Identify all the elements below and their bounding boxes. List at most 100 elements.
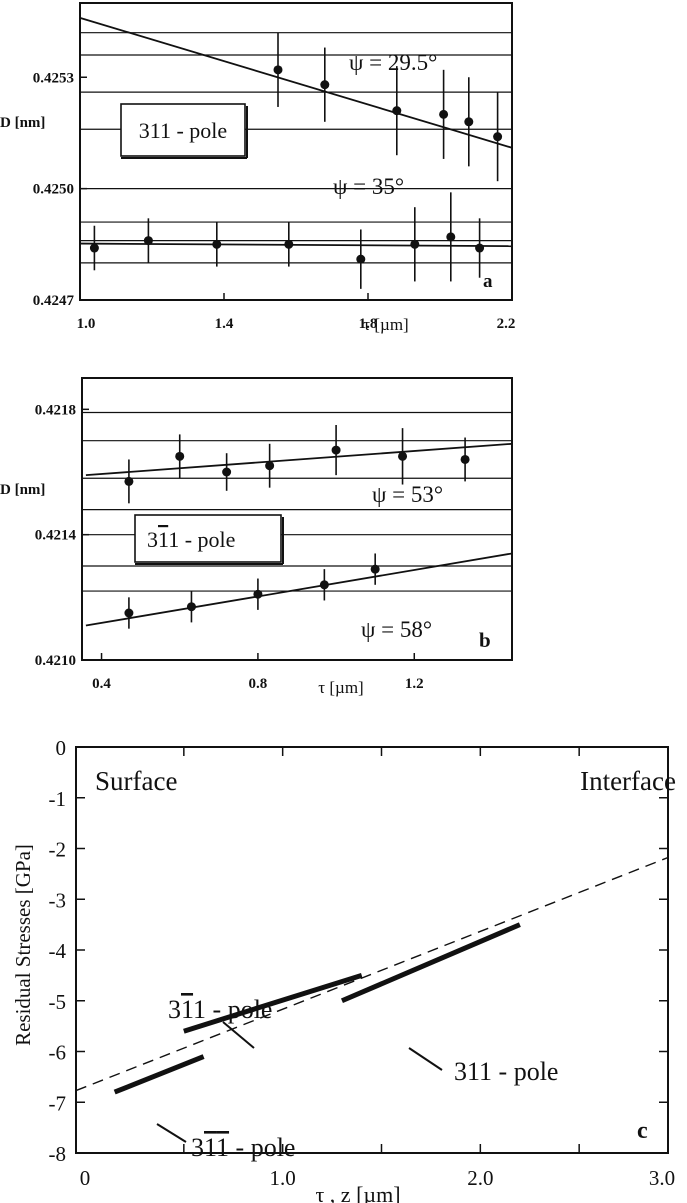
data-point [331,445,341,455]
x-tick-label: 1.0 [270,1166,296,1190]
label-3b11: 311 - pole [168,995,272,1024]
panel-c-ylabel: Residual Stresses [GPa] [11,844,35,1046]
y-tick-label: -7 [49,1091,67,1115]
data-point [143,236,153,246]
x-tick-label: 1.4 [215,316,234,332]
data-point [284,239,294,249]
panel-a-pole-box: 311 - pole [120,103,248,159]
label-311: 311 - pole [454,1057,558,1086]
panel-a-fit-lines [79,16,513,248]
y-tick-label: -4 [49,939,67,963]
panel-c-xlabel: τ , z [µm] [315,1182,400,1203]
x-tick-label: 1.2 [405,676,424,692]
panel-a-psi1-label: ψ = 29.5° [349,50,437,75]
panel-c-x-tick-labels: 0 1.0 2.0 3.0 [80,1166,675,1190]
panel-a-psi2-label: ψ = 35° [333,174,404,199]
y-tick-label: -3 [49,888,67,912]
x-tick-label: 0.4 [92,676,111,692]
y-tick-label: -8 [49,1142,67,1166]
y-tick-label: 0.4218 [35,402,76,418]
panel-c-interface-label: Interface [580,766,676,796]
data-point [89,243,99,253]
data-point [253,589,263,599]
fit-line [85,442,513,477]
x-tick-label: 2.2 [497,316,516,332]
fit-line-dashed [75,856,669,1092]
panel-a-letter: a [483,271,493,292]
series-line [113,1054,205,1095]
panel-a-xlabel: τ [µm] [363,315,408,334]
data-point [186,602,196,612]
x-tick-label: 1.0 [77,316,96,332]
panel-c-frame [75,746,669,1154]
label-3b1b1: 311 - pole [191,1133,295,1162]
x-tick-label: 0.8 [249,676,268,692]
y-tick-label: 0.4214 [35,528,77,544]
data-point [319,580,329,590]
panel-a-x-ticks: 1.0 1.4 1.8 2.2 [77,293,516,332]
data-point [493,132,503,142]
panel-c: 0 -1 -2 -3 -4 -5 -6 -7 -8 0 1.0 2.0 3.0 Residual St… [11,736,676,1203]
data-point [356,254,366,264]
y-tick-label: -1 [49,787,67,811]
series-line [183,972,363,1034]
leader-3b1b1 [156,1123,187,1143]
x-tick-label: 3.0 [649,1166,675,1190]
data-point [370,564,380,574]
panel-c-surface-label: Surface [95,766,177,796]
data-point [475,243,485,253]
panel-c-ticks [76,746,668,1154]
y-tick-label: -5 [49,990,67,1014]
panel-b-frame [81,377,513,661]
panel-c-series-lines [75,856,669,1095]
data-point [439,109,449,119]
panel-b-ylabel: D [nm] [0,482,45,498]
panel-b-letter: b [479,628,491,652]
y-tick-label: 0.4247 [33,293,75,309]
panel-b-points [124,425,470,629]
panel-b-x-ticks: 0.4 0.8 1.2 [92,653,424,692]
panel-b-psi2-label: ψ = 58° [361,617,432,642]
data-point [265,461,275,471]
panel-c-y-tick-labels: 0 -1 -2 -3 -4 -5 -6 -7 -8 [49,736,67,1166]
data-point [320,80,330,90]
y-tick-label: 0 [56,736,67,760]
y-tick-label: -2 [49,838,67,862]
x-tick-label: 1.8 [359,316,378,332]
panel-b: 0.4 0.8 1.2 0.4218 0.4214 0.4210 D [nm] τ [µ… [0,377,513,697]
panel-a-frame [79,2,513,301]
panel-c-letter: c [637,1118,648,1144]
leader-311 [408,1047,443,1071]
panel-a-y-ticks: 0.4253 0.4250 0.4247 [33,70,87,309]
panel-a-points [89,32,503,289]
fit-line [79,242,513,248]
panel-b-psi1-label: ψ = 53° [372,482,443,507]
y-tick-label: 0.4250 [33,182,74,198]
panel-b-fit-lines [85,442,513,627]
panel-a-pole-label: 311 - pole [139,118,227,143]
panel-b-y-ticks: 0.4218 0.4214 0.4210 [35,402,89,669]
panel-b-pole-label: 311 - pole [147,527,235,552]
data-point [460,454,470,464]
y-tick-label: 0.4253 [33,70,74,86]
x-tick-label: 2.0 [467,1166,493,1190]
panel-b-xlabel: τ [µm] [318,678,363,697]
data-point [273,65,283,75]
data-point [124,476,134,486]
data-point [392,106,402,116]
x-tick-label: 0 [80,1166,91,1190]
data-point [446,232,456,242]
data-point [464,117,474,127]
panel-b-pole-box: 311 - pole [134,514,284,565]
leader-3b11 [222,1021,255,1049]
y-tick-label: -6 [49,1041,67,1065]
data-point [222,467,232,477]
data-point [175,451,185,461]
fit-line [79,16,513,149]
panel-a: 1.0 1.4 1.8 2.2 0.4253 0.4250 0.4247 D [nm] τ… [0,2,516,334]
panel-a-ylabel: D [nm] [0,115,45,131]
data-point [124,608,134,618]
data-point [212,239,222,249]
data-point [398,451,408,461]
